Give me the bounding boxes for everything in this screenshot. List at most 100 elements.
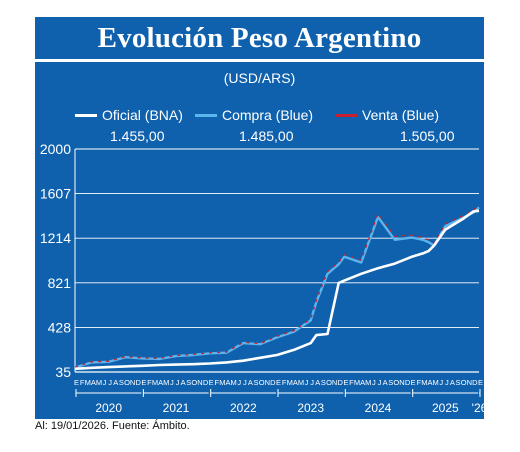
x-month-label: A <box>225 378 230 387</box>
x-month-label: S <box>388 378 393 387</box>
x-month-label: S <box>119 378 124 387</box>
x-month-label: E <box>478 378 483 387</box>
x-month-label: J <box>372 378 376 387</box>
x-month-label: A <box>158 378 163 387</box>
x-month-label: J <box>170 378 174 387</box>
x-month-label: M <box>96 378 102 387</box>
x-month-label: O <box>326 378 332 387</box>
x-month-label: F <box>416 378 421 387</box>
x-month-label: N <box>197 378 202 387</box>
x-month-label: E <box>209 378 214 387</box>
legend-value-venta: 1.505,00 <box>400 128 455 144</box>
x-month-label: A <box>427 378 432 387</box>
x-month-label: S <box>186 378 191 387</box>
y-tick-label: 1214 <box>40 230 71 246</box>
source-caption: Al: 19/01/2026. Fuente: Ámbito. <box>35 420 190 432</box>
x-month-label: N <box>467 378 472 387</box>
x-month-label: M <box>287 378 293 387</box>
chart-panel: Evolución Peso Argentino (USD/ARS) Ofici… <box>35 17 484 419</box>
legend-item-venta: Venta (Blue) <box>335 106 439 124</box>
x-month-label: J <box>378 378 382 387</box>
x-month-label: E <box>411 378 416 387</box>
x-year-label: 2020 <box>95 401 122 415</box>
x-month-label: F <box>282 378 287 387</box>
x-month-label: F <box>147 378 152 387</box>
x-month-label: E <box>343 378 348 387</box>
x-month-label: J <box>305 378 309 387</box>
legend-item-oficial: Oficial (BNA) <box>75 106 183 124</box>
x-month-label: O <box>461 378 467 387</box>
legend-label-oficial: Oficial (BNA) <box>102 107 183 123</box>
x-month-label: D <box>136 378 142 387</box>
x-month-label: N <box>130 378 135 387</box>
x-month-label: M <box>421 378 427 387</box>
x-month-label: M <box>354 378 360 387</box>
legend-value-compra: 1.485,00 <box>239 128 294 144</box>
x-month-label: J <box>445 378 449 387</box>
x-month-label: E <box>276 378 281 387</box>
x-month-label: O <box>393 378 399 387</box>
x-month-label: J <box>103 378 107 387</box>
x-month-label: A <box>248 378 253 387</box>
legend-swatch-compra <box>195 113 217 117</box>
x-month-label: S <box>456 378 461 387</box>
x-month-label: N <box>332 378 337 387</box>
legend-value-oficial: 1.455,00 <box>110 128 165 144</box>
x-month-label: A <box>181 378 186 387</box>
chart-subtitle: (USD/ARS) <box>223 70 296 86</box>
x-month-label: S <box>321 378 326 387</box>
legend-swatch-venta <box>335 113 357 117</box>
x-month-label: A <box>450 378 455 387</box>
x-month-label: M <box>298 378 304 387</box>
x-month-label: A <box>293 378 298 387</box>
x-month-label: M <box>230 378 236 387</box>
legend-label-venta: Venta (Blue) <box>362 107 440 123</box>
x-month-label: M <box>365 378 371 387</box>
x-month-label: M <box>163 378 169 387</box>
y-tick-label: 428 <box>48 319 72 335</box>
x-month-label: S <box>254 378 259 387</box>
x-month-label: M <box>152 378 158 387</box>
x-month-label: A <box>360 378 365 387</box>
y-tick-label: 821 <box>48 275 72 291</box>
series-line-2 <box>74 206 480 369</box>
y-tick-label: 2000 <box>40 141 71 157</box>
x-month-label: A <box>383 378 388 387</box>
x-month-label: M <box>85 378 91 387</box>
x-month-label: D <box>338 378 344 387</box>
x-month-label: D <box>405 378 411 387</box>
x-month-label: M <box>432 378 438 387</box>
x-year-label: 2021 <box>163 401 190 415</box>
y-tick-label: 1607 <box>40 186 71 202</box>
legend-label-compra: Compra (Blue) <box>222 107 314 123</box>
x-month-label: J <box>108 378 112 387</box>
x-year-label: 2022 <box>230 401 257 415</box>
title-bar: Evolución Peso Argentino <box>35 17 484 62</box>
chart-title: Evolución Peso Argentino <box>97 21 422 54</box>
legend-swatch-oficial <box>75 113 97 117</box>
x-year-label: '26 <box>472 401 484 415</box>
x-month-label: O <box>191 378 197 387</box>
x-month-label: J <box>176 378 180 387</box>
x-month-label: O <box>124 378 130 387</box>
x-month-label: J <box>237 378 241 387</box>
x-month-label: D <box>203 378 209 387</box>
x-month-label: A <box>91 378 96 387</box>
x-month-label: A <box>113 378 118 387</box>
x-month-label: O <box>259 378 265 387</box>
x-month-label: J <box>243 378 247 387</box>
x-month-label: M <box>219 378 225 387</box>
x-month-label: F <box>349 378 354 387</box>
x-month-label: E <box>141 378 146 387</box>
x-month-label: F <box>80 378 85 387</box>
x-year-label: 2024 <box>365 401 392 415</box>
x-month-label: D <box>270 378 276 387</box>
series-line-1 <box>74 209 480 371</box>
x-month-label: F <box>214 378 219 387</box>
x-month-label: E <box>74 378 79 387</box>
x-year-label: 2025 <box>432 401 459 415</box>
x-month-label: N <box>265 378 270 387</box>
series-line-3 <box>74 204 480 368</box>
x-month-label: D <box>472 378 478 387</box>
